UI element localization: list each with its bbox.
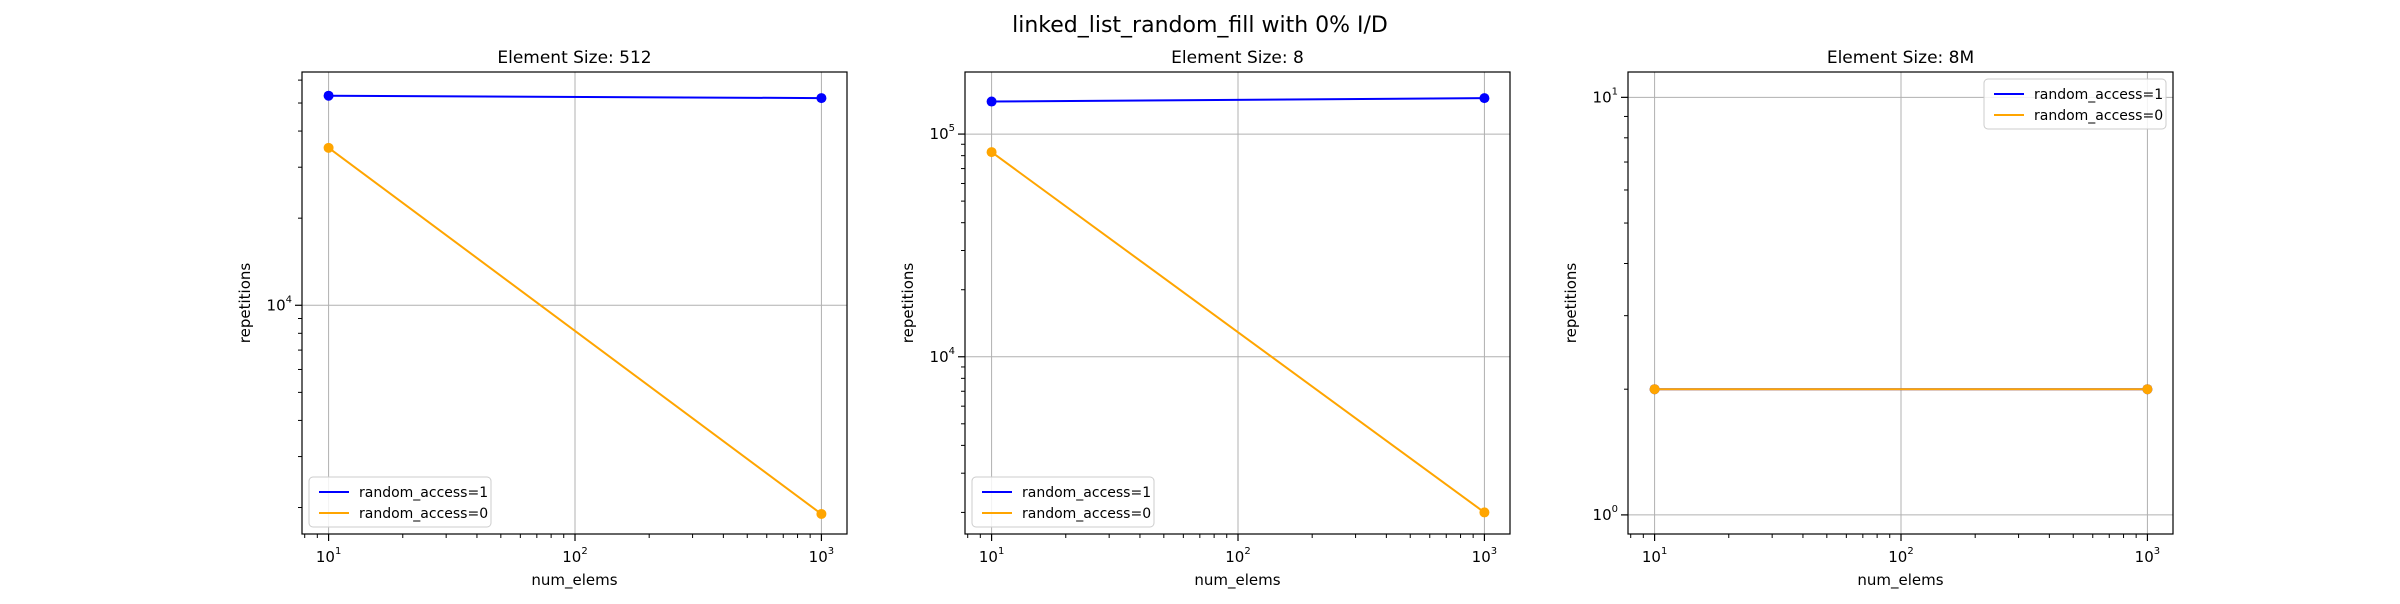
subplot-title: Element Size: 8M [1827,48,1974,68]
legend: random_access=1 random_access=0 [1983,78,2167,130]
x-tick-label: 102 [1888,546,1913,566]
x-tick-label: 103 [1472,546,1497,566]
x-tick-label: 102 [562,546,587,566]
legend-label: random_access=0 [1022,506,1151,522]
data-point [986,96,997,107]
subplot-title: Element Size: 512 [497,48,651,68]
y-tick-label: 105 [930,123,955,143]
y-tick-label: 104 [930,346,955,366]
legend-label: random_access=0 [2034,108,2163,124]
data-point [816,93,827,104]
legend: random_access=1 random_access=0 [971,476,1155,528]
legend-box [308,476,492,528]
x-tick-label: 102 [1225,546,1250,566]
series-line-1 [991,97,1485,103]
data-point [323,142,334,153]
y-axis-label: repetitions [899,263,917,344]
data-point [2142,384,2153,395]
axes-frame [301,71,848,535]
y-axis-label: repetitions [1562,263,1580,344]
legend-label: random_access=1 [1022,485,1151,501]
legend-box [1983,78,2167,130]
x-tick-label: 101 [979,546,1004,566]
data-point [323,90,334,101]
legend: random_access=1 random_access=0 [308,476,492,528]
data-point [816,508,827,519]
x-tick-label: 103 [2135,546,2160,566]
legend-box [971,476,1155,528]
x-axis-label: num_elems [1194,571,1280,590]
subplot-2: 101 102 103 104 105 Element Size: 8 num_elems r… [899,48,1511,590]
subplot-title: Element Size: 8 [1171,48,1304,68]
data-point [1479,93,1490,104]
y-tick-label: 101 [1593,86,1618,106]
axes-frame [964,71,1511,535]
subplot-3: 101 102 103 100 101 Element Size: 8M num_elems… [1562,48,2174,590]
figure-title: linked_list_random_fill with 0% I/D [1012,13,1388,38]
subplot-1: 101 102 103 104 Element Size: 512 num_elems re… [236,48,848,590]
data-point [986,147,997,158]
series-line-1 [328,94,822,100]
legend-label: random_access=0 [359,506,488,522]
series-line-2 [328,146,822,515]
y-tick-label: 100 [1593,504,1618,524]
legend-label: random_access=1 [2034,87,2163,103]
x-tick-label: 101 [316,546,341,566]
x-axis-label: num_elems [1857,571,1943,590]
y-axis-label: repetitions [236,263,254,344]
x-axis-label: num_elems [531,571,617,590]
legend-label: random_access=1 [359,485,488,501]
data-point [1649,384,1660,395]
data-point [1479,507,1490,518]
axes-frame [1627,71,2174,535]
x-tick-label: 103 [809,546,834,566]
x-tick-label: 101 [1642,546,1667,566]
y-tick-label: 104 [267,294,292,314]
series-line-2 [991,151,1485,514]
